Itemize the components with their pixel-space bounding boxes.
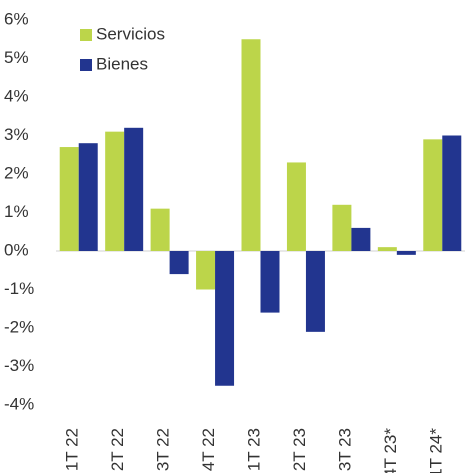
legend-marker	[80, 29, 92, 41]
bar	[169, 251, 189, 275]
y-tick-label: 5%	[4, 48, 29, 67]
y-tick-label: -4%	[4, 394, 34, 413]
bar	[78, 143, 98, 251]
y-tick-label: 3%	[4, 125, 29, 144]
y-tick-label: 0%	[4, 240, 29, 259]
x-tick-label: 3T 22	[154, 428, 173, 471]
bar	[305, 251, 325, 332]
bar	[150, 208, 170, 251]
legend-marker	[80, 59, 92, 71]
y-tick-label: -1%	[4, 279, 34, 298]
legend-label: Bienes	[96, 54, 148, 73]
x-tick-label: 4T 22	[199, 428, 218, 471]
bar	[396, 251, 416, 255]
bar	[59, 147, 79, 251]
bar	[423, 139, 443, 251]
y-tick-label: 2%	[4, 163, 29, 182]
legend-label: Servicios	[96, 24, 165, 43]
x-tick-label: 4T 23*	[381, 428, 400, 473]
y-tick-label: 4%	[4, 86, 29, 105]
y-tick-label: 1%	[4, 202, 29, 221]
y-tick-label: -3%	[4, 356, 34, 375]
x-tick-label: 2T 23	[290, 428, 309, 471]
bar	[196, 251, 216, 290]
y-tick-label: 6%	[4, 9, 29, 28]
bar	[332, 204, 352, 251]
bar	[286, 162, 306, 251]
bar	[442, 135, 462, 251]
bar	[351, 227, 371, 251]
x-tick-label: 2T 22	[108, 428, 127, 471]
bar	[241, 39, 261, 251]
x-tick-label: 3T 23	[335, 428, 354, 471]
x-tick-label: 1T 22	[63, 428, 82, 471]
y-tick-label: -2%	[4, 317, 34, 336]
x-tick-label: 1T 23	[244, 428, 263, 471]
bar	[105, 131, 125, 251]
bar	[124, 127, 144, 251]
x-tick-label: 1T 24*	[426, 428, 445, 473]
bar	[377, 247, 397, 251]
bar	[215, 251, 235, 386]
bar	[260, 251, 280, 313]
